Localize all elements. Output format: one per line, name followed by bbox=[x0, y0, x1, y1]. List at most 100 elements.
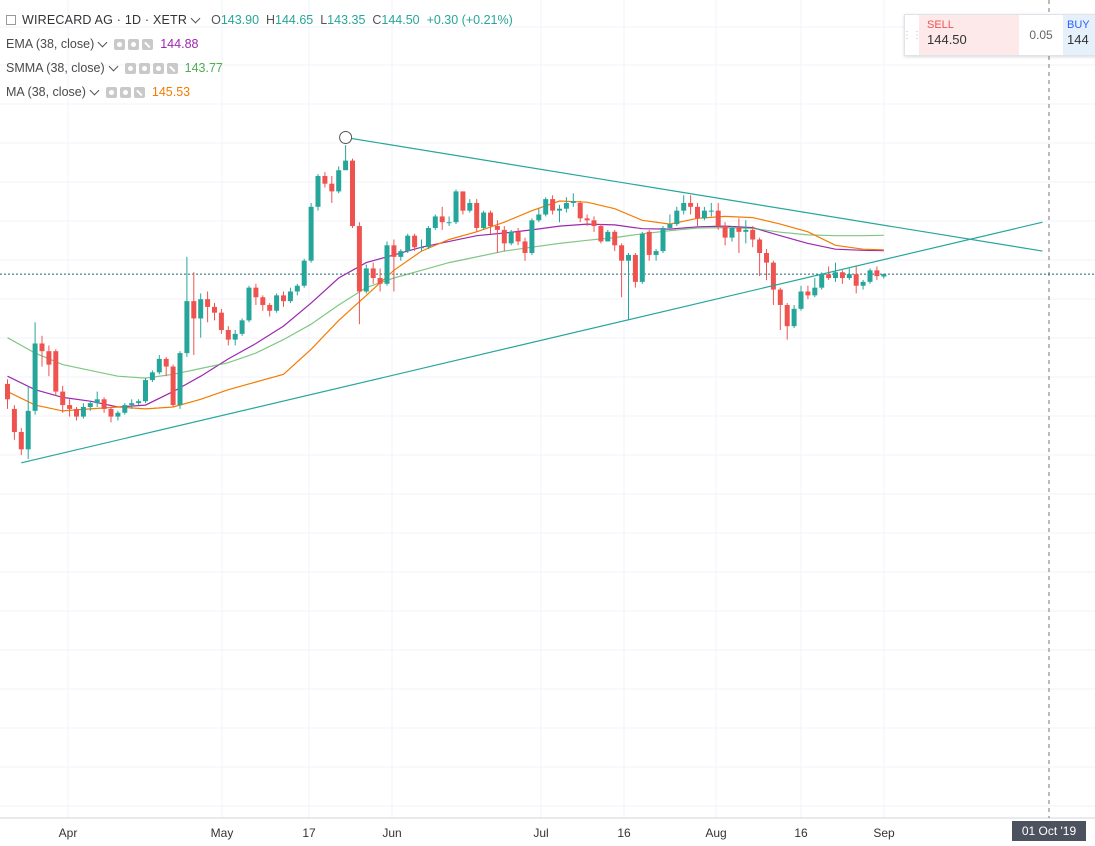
candle-body bbox=[184, 301, 190, 354]
candle-body bbox=[777, 289, 783, 305]
crosshair-date-label: 01 Oct '19 bbox=[1022, 824, 1077, 838]
candle-body bbox=[322, 176, 328, 184]
candle-body bbox=[384, 245, 390, 284]
candle-body bbox=[529, 220, 535, 253]
candle-body bbox=[350, 160, 355, 227]
indicator-line-ma bbox=[7, 200, 884, 412]
candle-body bbox=[570, 201, 576, 203]
candle-body bbox=[60, 391, 66, 406]
candle-body bbox=[467, 202, 473, 211]
candle-body bbox=[557, 208, 562, 211]
close-icon[interactable] bbox=[142, 38, 154, 50]
candle-body bbox=[315, 176, 321, 207]
candle-body bbox=[764, 253, 769, 263]
candle-body bbox=[212, 306, 217, 313]
candle-body bbox=[812, 287, 818, 296]
candle-body bbox=[591, 220, 597, 227]
candle-body bbox=[695, 206, 700, 219]
indicator-ma[interactable]: MA (38, close) 145.53 bbox=[6, 80, 513, 104]
candle-body bbox=[108, 408, 114, 417]
close-icon[interactable] bbox=[166, 62, 178, 74]
candle-body bbox=[122, 405, 128, 413]
candle-body bbox=[577, 202, 583, 219]
candle-body bbox=[5, 383, 10, 400]
indicator-smma[interactable]: SMMA (38, close) 143.77 bbox=[6, 56, 513, 80]
candle-body bbox=[294, 285, 300, 292]
indicator-line-ema bbox=[7, 223, 884, 408]
candle-body bbox=[446, 222, 452, 224]
candle-body bbox=[412, 235, 418, 248]
candle-body bbox=[53, 351, 59, 392]
candle-body bbox=[681, 202, 687, 211]
candle-body bbox=[453, 191, 459, 223]
candle-body bbox=[370, 268, 376, 279]
crosshair-date-box bbox=[1012, 821, 1086, 841]
candle-body bbox=[136, 401, 142, 404]
candle-body bbox=[460, 191, 466, 211]
candle-body bbox=[218, 312, 224, 330]
candle-body bbox=[626, 254, 631, 261]
candle-body bbox=[798, 291, 804, 309]
time-axis-tick-label: 16 bbox=[617, 826, 631, 840]
indicator-line-smma bbox=[7, 226, 884, 379]
candle-body bbox=[688, 202, 694, 207]
collapse-icon[interactable] bbox=[6, 15, 16, 25]
symbol-title[interactable]: WIRECARD AG · 1D · XETR bbox=[22, 13, 188, 27]
gear-icon[interactable] bbox=[138, 62, 150, 74]
candle-body bbox=[253, 287, 259, 298]
source-code-icon[interactable] bbox=[152, 62, 164, 74]
candle-body bbox=[274, 295, 280, 311]
eye-icon[interactable] bbox=[105, 86, 117, 98]
candle-body bbox=[826, 274, 832, 279]
candle-body bbox=[377, 278, 383, 284]
candle-body bbox=[87, 403, 93, 407]
candle-body bbox=[605, 231, 611, 242]
candle-body bbox=[715, 210, 721, 227]
close-icon[interactable] bbox=[133, 86, 145, 98]
candle-body bbox=[522, 241, 528, 253]
gear-icon[interactable] bbox=[119, 86, 131, 98]
symbol-row: WIRECARD AG · 1D · XETR O143.90 H144.65 … bbox=[6, 8, 513, 32]
candle-body bbox=[439, 216, 445, 223]
indicator-smma-value: 143.77 bbox=[184, 61, 223, 75]
chevron-down-icon[interactable] bbox=[97, 37, 108, 48]
candle-body bbox=[833, 272, 838, 279]
candle-body bbox=[143, 380, 148, 402]
candle-body bbox=[543, 199, 549, 215]
candle-body bbox=[708, 210, 714, 212]
candle-body bbox=[419, 247, 424, 249]
ohlc-values: O143.90 H144.65 L143.35 C144.50 +0.30 (+… bbox=[211, 13, 513, 27]
candle-body bbox=[101, 399, 107, 409]
candle-body bbox=[757, 239, 763, 253]
gear-icon[interactable] bbox=[128, 38, 140, 50]
sell-button[interactable]: SELL 144.50 bbox=[919, 15, 1019, 55]
spread-value: 0.05 bbox=[1029, 28, 1053, 42]
buy-button[interactable]: BUY 144 bbox=[1063, 15, 1095, 55]
candle-body bbox=[632, 254, 638, 282]
indicator-ema[interactable]: EMA (38, close) 144.88 bbox=[6, 32, 513, 56]
chevron-down-icon[interactable] bbox=[89, 85, 100, 96]
candle-body bbox=[246, 287, 252, 321]
time-axis-tick-label: Jun bbox=[382, 826, 401, 840]
candle-body bbox=[515, 231, 521, 242]
candle-body bbox=[653, 251, 659, 255]
candle-body bbox=[32, 343, 38, 411]
chevron-down-icon[interactable] bbox=[190, 13, 201, 24]
eye-icon[interactable] bbox=[124, 62, 136, 74]
candle-body bbox=[639, 233, 645, 282]
drag-handle-icon[interactable]: ⋮⋮ bbox=[902, 29, 922, 41]
candle-body bbox=[819, 274, 825, 288]
candle-body bbox=[722, 226, 728, 238]
candle-body bbox=[867, 270, 873, 282]
candle-body bbox=[301, 260, 307, 286]
candle-body bbox=[853, 274, 859, 286]
candle-body bbox=[11, 408, 17, 433]
candle-body bbox=[115, 412, 121, 417]
chevron-down-icon[interactable] bbox=[108, 61, 119, 72]
indicator-ma-value: 145.53 bbox=[151, 85, 191, 99]
eye-icon[interactable] bbox=[114, 38, 126, 50]
candle-body bbox=[839, 272, 845, 279]
candle-body bbox=[25, 410, 31, 450]
indicator-smma-name: SMMA (38, close) bbox=[6, 61, 105, 75]
